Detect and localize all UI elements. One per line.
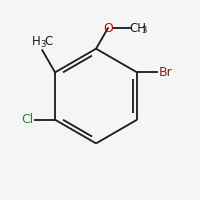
Text: C: C — [45, 35, 53, 48]
Text: 3: 3 — [40, 40, 46, 49]
Text: Cl: Cl — [21, 113, 33, 126]
Text: 3: 3 — [141, 26, 146, 35]
Text: O: O — [103, 22, 113, 35]
Text: H: H — [32, 35, 40, 48]
Text: CH: CH — [130, 22, 147, 35]
Text: Br: Br — [159, 66, 172, 79]
